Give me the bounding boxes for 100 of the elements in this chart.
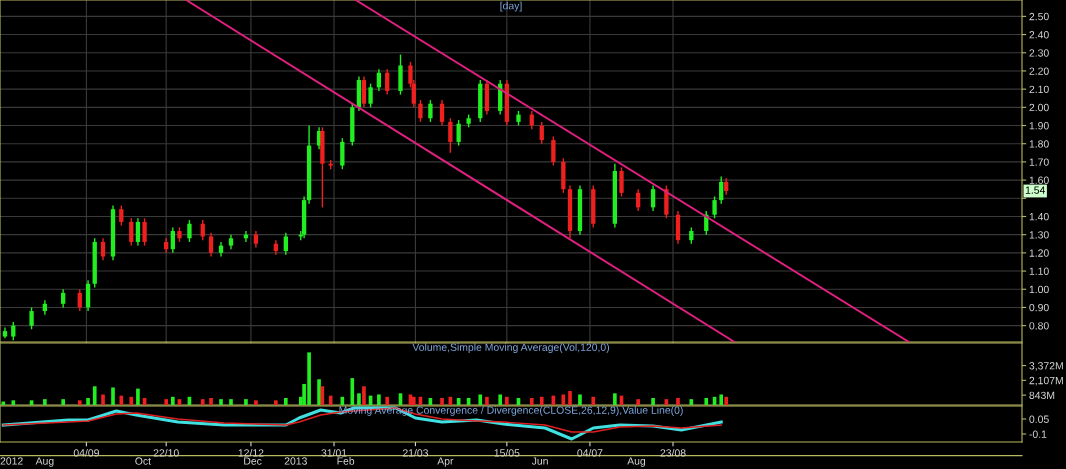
x-tick-label: 23/08: [660, 448, 686, 457]
bar: [284, 397, 288, 405]
x2-tick-label: Oct: [135, 457, 151, 465]
x2-tick-label: 2012: [0, 457, 23, 465]
bar: [119, 395, 124, 405]
bar: [350, 378, 355, 405]
bar: [529, 397, 534, 405]
y-tick-label: 1.80: [1029, 140, 1049, 148]
y-tick-label: 3,372M: [1029, 362, 1063, 371]
y-tick-label: 2.30: [1029, 49, 1049, 57]
bar: [724, 396, 729, 405]
bar: [229, 399, 233, 405]
line-series: [2, 407, 722, 433]
candlestick: [561, 157, 566, 194]
bar: [61, 399, 65, 405]
x2-tick-label: Aug: [627, 457, 646, 467]
bar: [568, 390, 572, 405]
y-tick-label: 2.40: [1029, 31, 1049, 39]
x2-tick-label: Dec: [244, 457, 262, 465]
candlestick: [142, 217, 147, 247]
y-tick-label: 0.90: [1029, 303, 1049, 312]
bar: [129, 396, 134, 405]
bar: [539, 396, 544, 405]
bar: [244, 399, 248, 405]
y-tick-label: 2.00: [1029, 103, 1049, 112]
y-tick-label: 1.60: [1029, 176, 1049, 184]
bar: [636, 399, 640, 405]
x-tick-label: 31/01: [321, 448, 347, 457]
x2-tick-label: Jun: [531, 457, 548, 465]
y-tick-label: 0.05: [1029, 415, 1049, 423]
bar: [478, 394, 483, 405]
y-tick-label: 0.80: [1029, 322, 1049, 330]
x2-tick-label: Aug: [35, 457, 54, 467]
bar: [377, 394, 381, 405]
bar: [613, 393, 617, 405]
bar: [219, 399, 223, 405]
bar: [11, 400, 16, 405]
x-tick-label: 22/10: [153, 448, 179, 457]
x-tick-label: 12/12: [238, 448, 264, 457]
candlestick: [456, 119, 461, 147]
chart-title: [day]: [500, 1, 522, 12]
y-tick-label: 1.10: [1029, 267, 1049, 275]
bar: [274, 400, 278, 405]
bar: [357, 393, 361, 405]
y-tick-label: -0.1: [1029, 430, 1047, 438]
x2-tick-label: 2013: [284, 457, 307, 465]
y-tick-label: 843M: [1029, 391, 1055, 400]
candlestick: [320, 126, 325, 209]
bar: [676, 397, 680, 405]
bar: [485, 396, 489, 405]
bar: [171, 396, 175, 405]
bar: [92, 386, 97, 405]
bar: [164, 399, 169, 405]
bar: [385, 396, 390, 405]
bar: [317, 379, 321, 405]
bar: [77, 400, 82, 405]
y-tick-label: 1.40: [1029, 212, 1049, 221]
candlestick: [619, 166, 624, 198]
x2-tick-label: Feb: [337, 457, 355, 465]
bar: [498, 394, 503, 405]
y-tick-label: 1.70: [1029, 158, 1049, 166]
x2-tick-label: Apr: [437, 457, 454, 467]
y-tick-label: 2.50: [1029, 12, 1049, 21]
bar: [101, 394, 105, 405]
bar: [505, 396, 509, 405]
bar: [254, 400, 258, 405]
bar: [362, 386, 366, 405]
bar: [86, 397, 90, 405]
bar: [704, 397, 709, 405]
bar: [209, 397, 213, 405]
bar: [136, 388, 140, 405]
bar: [200, 399, 205, 405]
y-tick-label: 1.30: [1029, 231, 1049, 239]
bar: [440, 397, 444, 405]
bar: [591, 396, 596, 405]
bar: [111, 387, 115, 405]
y-tick-label: 1.90: [1029, 122, 1049, 130]
candlestick: [398, 53, 403, 96]
candlestick: [368, 82, 373, 109]
bar: [719, 394, 724, 405]
bar: [1, 401, 6, 405]
candlestick: [712, 195, 717, 219]
x-tick-label: 04/07: [577, 448, 603, 457]
bar: [689, 399, 694, 405]
x-tick-label: 21/03: [402, 448, 429, 457]
candlestick: [551, 135, 556, 167]
y-tick-label: 2,107M: [1029, 376, 1063, 386]
chart-title: Volume,Simple Moving Average(Vol,120,0): [412, 343, 609, 354]
x-tick-label: 15/05: [494, 448, 520, 457]
y-tick-label: 2.20: [1029, 67, 1049, 75]
x-tick-label: 04/09: [73, 448, 99, 457]
y-tick-label: 1.00: [1029, 285, 1049, 294]
candlestick: [448, 117, 453, 154]
annotation: 1.54: [1025, 186, 1046, 194]
bar: [328, 395, 333, 405]
candlestick: [29, 306, 34, 330]
y-tick-label: 1.20: [1029, 249, 1049, 257]
y-tick-label: 2.10: [1029, 85, 1049, 94]
bar: [578, 394, 582, 405]
bar: [651, 397, 655, 405]
